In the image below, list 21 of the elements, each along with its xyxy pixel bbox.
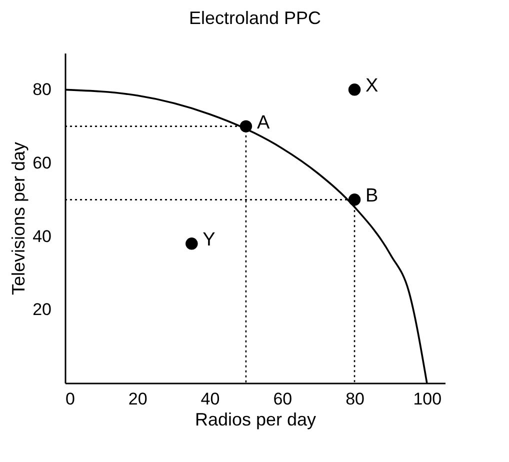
y-tick-label: 80 (32, 80, 52, 100)
point (348, 84, 361, 96)
chart-title: Electroland PPC (188, 8, 322, 28)
annotation: B (366, 186, 378, 207)
point (186, 238, 198, 250)
y-tick-label: 20 (32, 300, 52, 320)
y-tick-label: 40 (32, 226, 52, 246)
annotation: Y (202, 230, 216, 251)
y-axis-title: Televisions per day (8, 142, 29, 296)
annotation: X (366, 76, 379, 97)
point (348, 194, 361, 206)
y-tick-label: 60 (32, 154, 52, 172)
x-tick-label: 100 (413, 390, 442, 408)
x-axis-title: Radios per day (194, 410, 316, 430)
x-tick-label: 40 (200, 390, 220, 408)
x-tick-label: 0 (66, 390, 75, 408)
point (240, 120, 252, 132)
x-tick-label: 60 (273, 390, 292, 408)
x-tick-label: 20 (128, 390, 148, 408)
x-tick-label: 80 (346, 390, 364, 408)
annotation: A (256, 112, 270, 134)
